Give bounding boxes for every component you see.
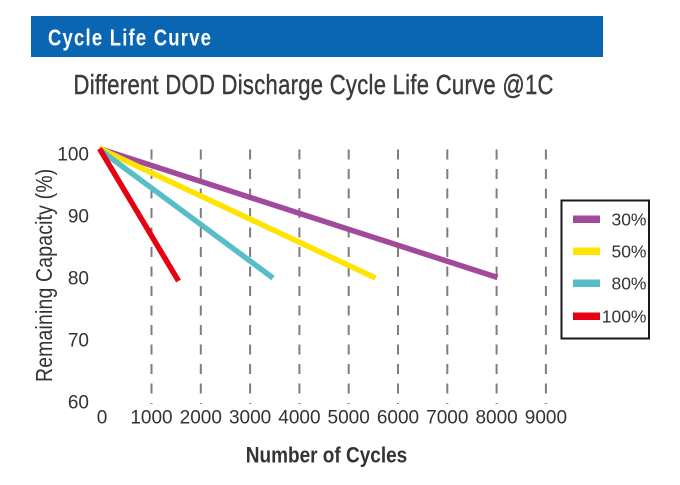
svg-text:30%: 30%	[611, 210, 646, 230]
svg-text:80%: 80%	[611, 274, 646, 294]
svg-text:60: 60	[68, 393, 89, 414]
svg-text:0: 0	[97, 408, 108, 429]
svg-text:6000: 6000	[377, 408, 419, 429]
svg-text:100: 100	[57, 145, 89, 166]
svg-text:50%: 50%	[611, 242, 646, 262]
svg-text:Number of Cycles: Number of Cycles	[246, 443, 407, 468]
svg-text:100%: 100%	[602, 307, 647, 327]
svg-text:80: 80	[68, 269, 89, 290]
svg-text:Remaining Capacity (%): Remaining Capacity (%)	[33, 169, 58, 382]
svg-text:9000: 9000	[525, 408, 567, 429]
svg-text:8000: 8000	[475, 408, 517, 429]
svg-text:3000: 3000	[229, 408, 271, 429]
svg-text:90: 90	[68, 207, 89, 228]
svg-text:5000: 5000	[328, 408, 370, 429]
svg-text:2000: 2000	[180, 408, 222, 429]
svg-text:1000: 1000	[130, 408, 172, 429]
svg-text:7000: 7000	[426, 408, 468, 429]
svg-text:70: 70	[68, 331, 89, 352]
svg-text:4000: 4000	[278, 408, 320, 429]
